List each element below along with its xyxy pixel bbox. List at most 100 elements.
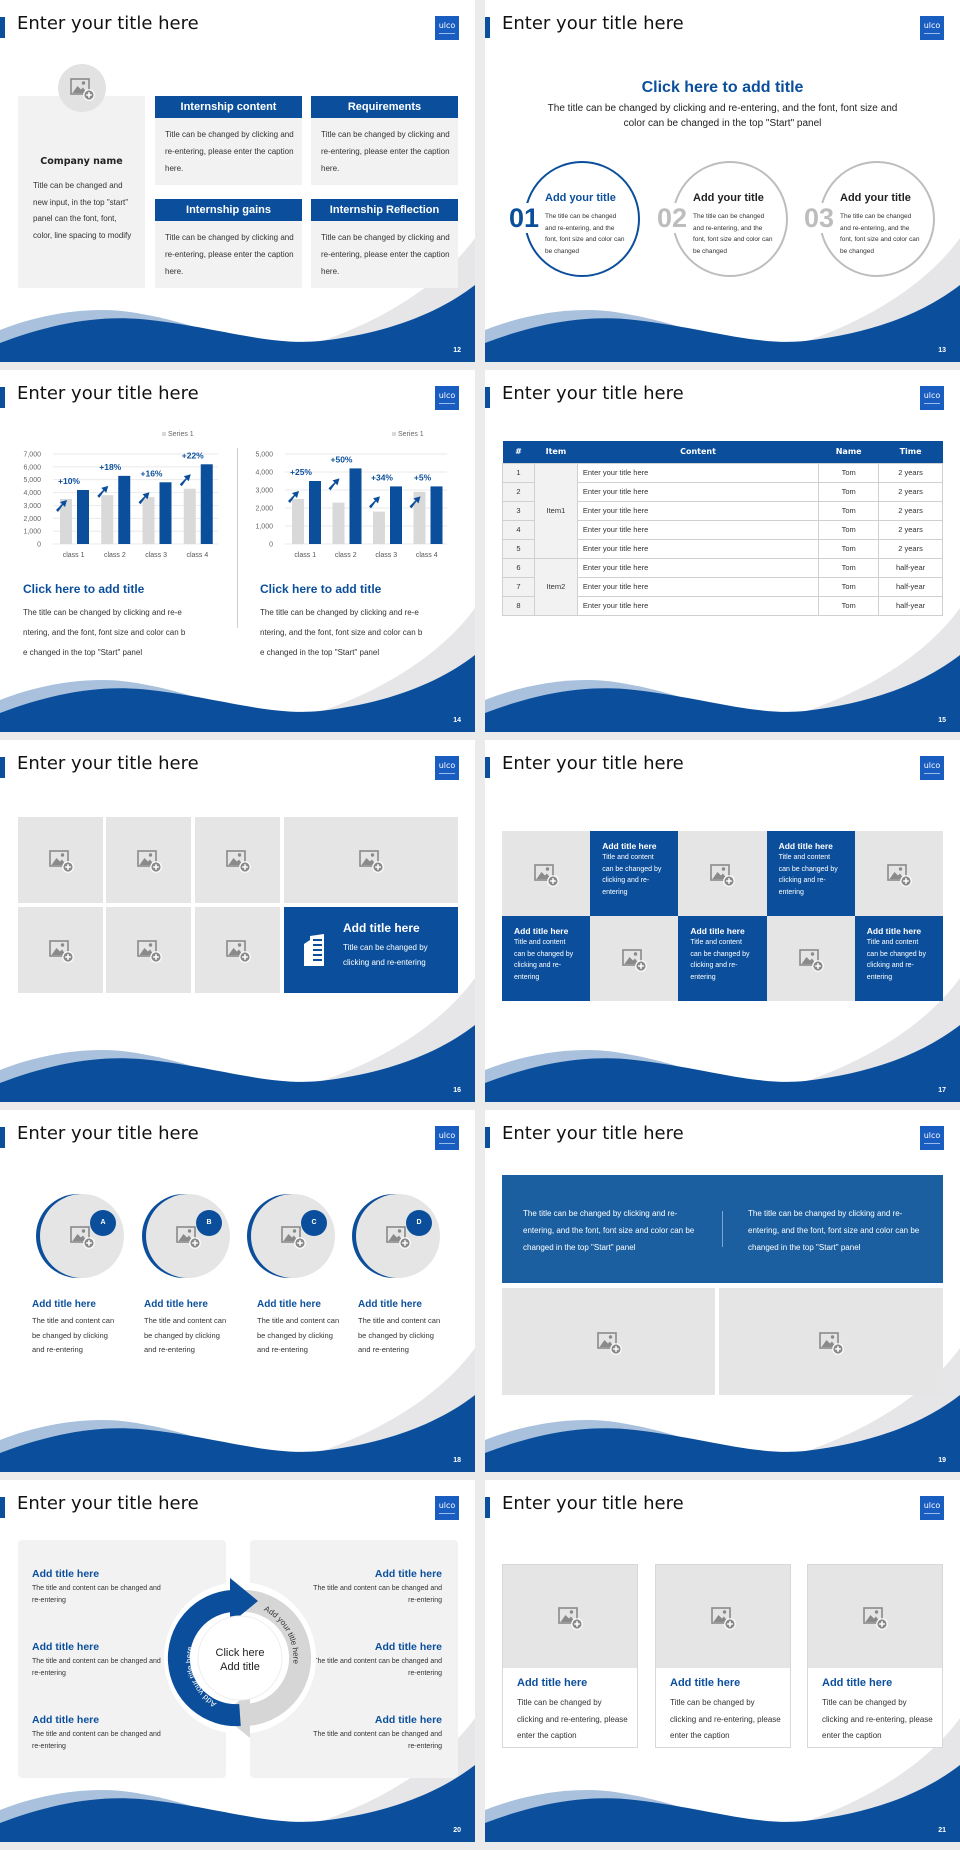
- caption-card[interactable]: Add title here Title can be changed by c…: [502, 1564, 638, 1748]
- name-cell: Tom: [818, 538, 880, 559]
- step-title[interactable]: Add your title: [840, 192, 911, 204]
- slide-15[interactable]: Enter your title here ulco # Item Content N…: [485, 370, 960, 732]
- slide-18[interactable]: Enter your title here ulco A Add title h…: [0, 1110, 475, 1472]
- image-placeholder[interactable]: [656, 1565, 790, 1668]
- info-box-header[interactable]: Internship Reflection: [311, 199, 458, 221]
- image-placeholder[interactable]: [808, 1565, 942, 1668]
- slide-title[interactable]: Enter your title here: [502, 753, 684, 774]
- slide-19[interactable]: Enter your title here ulco The title can…: [485, 1110, 960, 1472]
- slide-title[interactable]: Enter your title here: [17, 383, 199, 404]
- slide-13[interactable]: Enter your title here ulco Click here to…: [485, 0, 960, 362]
- slide-title[interactable]: Enter your title here: [502, 13, 684, 34]
- left-item-title[interactable]: Add title here: [32, 1568, 100, 1580]
- company-photo-placeholder[interactable]: [58, 64, 106, 112]
- slide-title[interactable]: Enter your title here: [502, 1123, 684, 1144]
- slide-12[interactable]: Enter your title here ulco Company name …: [0, 0, 475, 362]
- slide-title[interactable]: Enter your title here: [17, 1123, 199, 1144]
- slide-title[interactable]: Enter your title here: [502, 1493, 684, 1514]
- right-item-title[interactable]: Add title here: [374, 1568, 442, 1580]
- image-placeholder[interactable]: [18, 817, 103, 903]
- photo-circle[interactable]: [40, 1194, 124, 1278]
- text-tile[interactable]: Add title here Title and content can be …: [678, 916, 767, 1001]
- slide-title[interactable]: Enter your title here: [502, 383, 684, 404]
- growth-label: +18%: [99, 462, 121, 472]
- bar-blue: [159, 482, 172, 544]
- info-box-header[interactable]: Internship content: [155, 96, 302, 118]
- badge: B: [196, 1210, 222, 1236]
- right-item-title[interactable]: Add title here: [374, 1714, 442, 1726]
- image-placeholder-icon: [136, 847, 162, 873]
- image-placeholder[interactable]: [854, 831, 943, 916]
- text-tile[interactable]: Add title here Title and content can be …: [590, 831, 679, 916]
- item-title[interactable]: Add title here: [257, 1299, 321, 1310]
- title-accent-bar: [0, 1497, 5, 1518]
- item-title[interactable]: Add title here: [32, 1299, 96, 1310]
- section-heading[interactable]: Click here to add title: [641, 79, 804, 96]
- image-placeholder[interactable]: [284, 817, 458, 903]
- item-cell: Item1: [533, 462, 578, 559]
- table-row[interactable]: 6 Item2 Enter your title here Tom half-year: [502, 557, 943, 616]
- table-row[interactable]: 8 Enter your title here Tom half-year: [502, 595, 943, 616]
- info-box: Internship Reflection Title can be chang…: [311, 199, 458, 288]
- info-box-header[interactable]: Internship gains: [155, 199, 302, 221]
- table-row[interactable]: 1 Item1 Enter your title here Tom 2 years: [502, 462, 943, 559]
- table-row[interactable]: 2 Enter your title here Tom 2 years: [502, 481, 943, 502]
- image-placeholder[interactable]: [719, 1288, 943, 1395]
- bottom-wave-decoration: [0, 1348, 475, 1472]
- slide-17[interactable]: Enter your title here ulco Add title her…: [485, 740, 960, 1102]
- image-placeholder[interactable]: [502, 831, 591, 916]
- company-name: Company name: [40, 156, 123, 167]
- item-title[interactable]: Add title here: [144, 1299, 208, 1310]
- table-row[interactable]: 3 Enter your title here Tom 2 years: [502, 500, 943, 521]
- column-header[interactable]: Item: [534, 441, 578, 463]
- image-placeholder[interactable]: [106, 817, 191, 903]
- image-placeholder[interactable]: [678, 831, 767, 916]
- right-item-title[interactable]: Add title here: [374, 1641, 442, 1653]
- text-tile[interactable]: Add title here Title and content can be …: [502, 916, 591, 1001]
- panel-title[interactable]: Click here to add title: [23, 582, 145, 596]
- image-placeholder[interactable]: [503, 1565, 637, 1668]
- slide-title[interactable]: Enter your title here: [17, 753, 199, 774]
- photo-circle[interactable]: [146, 1194, 230, 1278]
- info-box: Internship gains Title can be changed by…: [155, 199, 302, 288]
- slide-21[interactable]: Enter your title here ulco Add title her…: [485, 1480, 960, 1842]
- slide-20[interactable]: Enter your title here ulco Add title her…: [0, 1480, 475, 1842]
- image-placeholder[interactable]: [195, 907, 280, 993]
- column-header[interactable]: #: [502, 441, 535, 463]
- table-row[interactable]: 7 Enter your title here Tom half-year: [502, 576, 943, 597]
- image-placeholder[interactable]: [590, 916, 679, 1001]
- info-box-header[interactable]: Requirements: [311, 96, 458, 118]
- image-placeholder[interactable]: [18, 907, 103, 993]
- image-placeholder[interactable]: [502, 1288, 715, 1395]
- panel-title[interactable]: Click here to add title: [260, 582, 382, 596]
- image-placeholder[interactable]: [766, 916, 855, 1001]
- feature-box[interactable]: Add title here Title can be changed by c…: [284, 907, 458, 993]
- y-tick-label: 0: [269, 542, 273, 549]
- step-text: The title can be changed and re-entering…: [545, 213, 625, 255]
- left-item-title[interactable]: Add title here: [32, 1641, 100, 1653]
- caption-card[interactable]: Add title here Title can be changed by c…: [655, 1564, 791, 1748]
- growth-arrow-icon: [288, 491, 299, 503]
- caption-card[interactable]: Add title here Title can be changed by c…: [807, 1564, 943, 1748]
- y-tick-label: 2,000: [255, 506, 273, 513]
- growth-arrow-icon: [369, 496, 380, 509]
- text-tile[interactable]: Add title here Title and content can be …: [766, 831, 855, 916]
- slide-16[interactable]: Enter your title here ulco Add title her…: [0, 740, 475, 1102]
- column-header[interactable]: Name: [818, 441, 879, 463]
- image-placeholder[interactable]: [106, 907, 191, 993]
- page-number: 17: [938, 1087, 946, 1094]
- slide-title[interactable]: Enter your title here: [17, 13, 199, 34]
- feature-title: Add title here: [343, 921, 420, 935]
- photo-circle[interactable]: [251, 1194, 335, 1278]
- left-item-title[interactable]: Add title here: [32, 1714, 100, 1726]
- slide-title[interactable]: Enter your title here: [17, 1493, 199, 1514]
- step-title[interactable]: Add your title: [545, 192, 616, 204]
- slide-14[interactable]: Enter your title here ulco 0 1,000 2,000 3,…: [0, 370, 475, 732]
- column-header[interactable]: Content: [577, 441, 819, 463]
- step-title[interactable]: Add your title: [693, 192, 764, 204]
- photo-circle[interactable]: [356, 1194, 440, 1278]
- column-header[interactable]: Time: [878, 441, 943, 463]
- image-placeholder[interactable]: [195, 817, 280, 903]
- item-title[interactable]: Add title here: [358, 1299, 422, 1310]
- text-tile[interactable]: Add title here Title and content can be …: [854, 916, 943, 1001]
